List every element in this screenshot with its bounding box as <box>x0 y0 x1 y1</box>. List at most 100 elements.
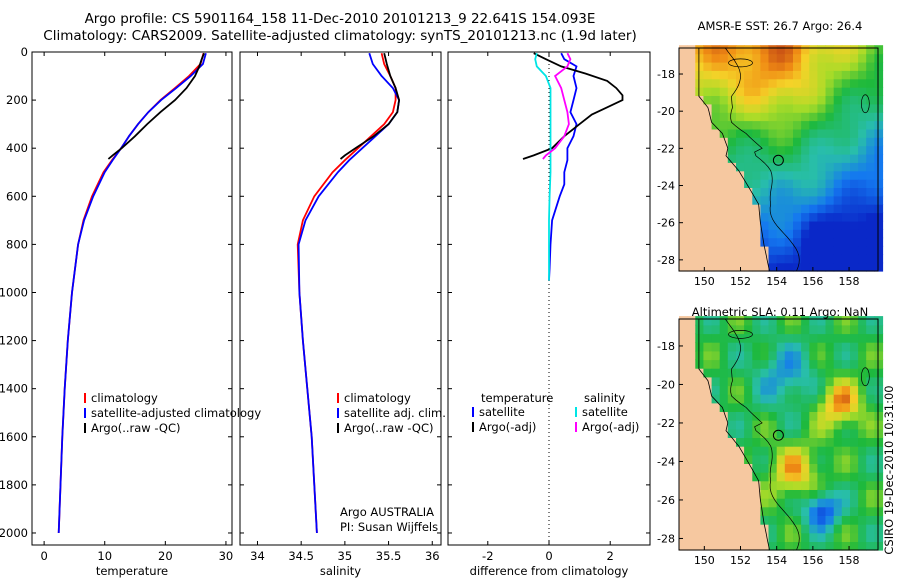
map-cell <box>817 153 827 163</box>
map-cell <box>703 324 713 335</box>
map-cell <box>719 245 729 255</box>
map-cell <box>833 489 843 499</box>
map-cell <box>809 506 818 516</box>
map-cell <box>744 472 753 482</box>
map-cell <box>833 446 843 456</box>
map-cell <box>760 245 770 255</box>
map-cell <box>727 112 737 122</box>
map-cell <box>809 262 818 272</box>
map-cell <box>874 262 884 272</box>
map-cell <box>736 137 745 147</box>
map-cell <box>744 53 753 63</box>
map-cell <box>695 245 704 255</box>
map-cell <box>784 402 794 412</box>
map-cell <box>841 454 851 464</box>
map-cell <box>695 212 704 222</box>
map-cell <box>752 95 761 105</box>
map-cell <box>841 472 851 482</box>
map-cell <box>858 61 867 71</box>
map-cell <box>768 53 778 63</box>
map-cell <box>679 220 688 230</box>
map-cell <box>784 254 794 264</box>
map-cell <box>687 245 696 255</box>
map-cell <box>858 411 867 421</box>
map-cell <box>736 368 745 378</box>
map-cell <box>687 324 696 335</box>
map-cell <box>841 70 851 80</box>
map-cell <box>833 480 843 490</box>
map-cell <box>825 170 835 180</box>
map-cell <box>833 237 843 247</box>
map-cell <box>727 162 737 172</box>
sst-map-title: AMSR-E SST: 26.7 Argo: 26.4 <box>697 19 863 33</box>
map-cell <box>679 524 688 534</box>
map-cell <box>711 394 721 404</box>
map-cell <box>784 229 794 239</box>
map-cell <box>768 385 778 395</box>
map-cell <box>809 463 818 473</box>
map-cell <box>736 411 745 421</box>
map-cell <box>809 489 818 499</box>
map-cell <box>776 179 786 188</box>
map-cell <box>858 229 867 239</box>
map-cell <box>752 220 761 230</box>
map-cell <box>695 237 704 247</box>
map-cell <box>687 145 696 155</box>
map-cell <box>687 316 696 326</box>
map-cell <box>736 402 745 412</box>
map-cell <box>760 454 770 464</box>
map-cell <box>719 472 729 482</box>
map-cell <box>866 489 875 499</box>
map-cell <box>833 411 843 421</box>
map-cell <box>711 204 721 214</box>
map-cell <box>793 541 802 551</box>
map-cell <box>874 454 884 464</box>
map-cell <box>768 195 778 205</box>
map-cell <box>801 472 810 482</box>
map-cell <box>687 237 696 247</box>
map-x-tick-label: 154 <box>766 275 787 288</box>
map-cell <box>711 128 721 138</box>
map-cell <box>760 145 770 155</box>
map-cell <box>727 350 737 361</box>
map-cell <box>679 120 688 130</box>
map-cell <box>679 316 688 326</box>
map-cell <box>752 112 761 122</box>
map-cell <box>687 333 696 343</box>
plot-frame-0 <box>31 51 233 546</box>
map-cell <box>752 350 761 361</box>
map-cell <box>809 394 818 404</box>
map-cell <box>719 137 729 147</box>
map-cell <box>752 480 761 490</box>
map-cell <box>695 112 704 122</box>
map-cell <box>736 324 745 335</box>
map-cell <box>874 187 884 197</box>
legend-label: climatology <box>91 391 158 405</box>
map-cell <box>687 446 696 456</box>
map-cell <box>711 498 721 508</box>
map-cell <box>760 229 770 239</box>
map-cell <box>736 112 745 122</box>
map-cell <box>760 428 770 438</box>
map-cell <box>703 428 713 438</box>
map-cell <box>776 137 786 147</box>
map-cell <box>841 489 851 499</box>
map-cell <box>703 420 713 430</box>
map-cell <box>679 376 688 387</box>
map-cell <box>801 137 810 147</box>
map-cell <box>784 428 794 438</box>
map-cell <box>874 359 884 369</box>
map-cell <box>858 195 867 205</box>
map-cell <box>809 333 818 343</box>
map-cell <box>768 112 778 122</box>
map-cell <box>744 498 753 508</box>
map-cell <box>719 368 729 378</box>
map-cell <box>866 195 875 205</box>
map-cell <box>833 454 843 464</box>
map-cell <box>809 524 818 534</box>
map-cell <box>866 376 875 387</box>
map-cell <box>817 402 827 412</box>
map-cell <box>817 376 827 387</box>
annotation-argo-australia: Argo AUSTRALIA <box>340 505 434 519</box>
map-cell <box>679 532 688 542</box>
